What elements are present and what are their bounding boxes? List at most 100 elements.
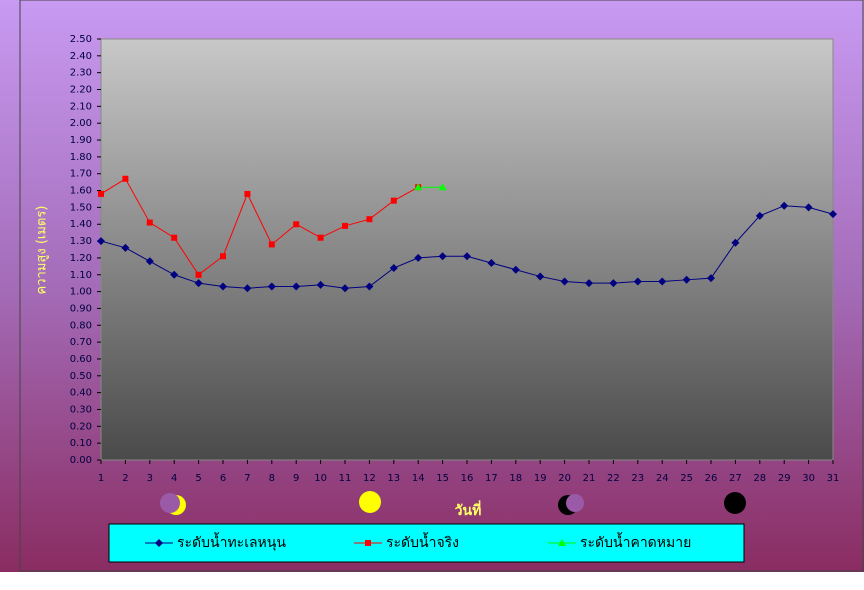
x-tick-label: 15 (436, 473, 449, 484)
chart-border (19, 0, 864, 572)
y-tick-label: 0.40 (70, 388, 92, 399)
marker (780, 201, 789, 210)
marker (219, 282, 227, 291)
x-tick-label: 5 (195, 473, 201, 484)
y-tick-label: 1.60 (70, 186, 92, 197)
legend-label: ระดับน้ำจริง (386, 532, 459, 551)
x-tick-label: 9 (293, 473, 299, 484)
x-tick-label: 17 (485, 473, 498, 484)
marker (97, 237, 105, 246)
marker (121, 243, 130, 252)
x-tick-label: 21 (583, 473, 596, 484)
marker (195, 271, 202, 278)
marker (560, 277, 569, 286)
marker (755, 211, 764, 220)
marker (145, 257, 154, 266)
y-tick-label: 0.10 (70, 438, 92, 449)
marker (366, 216, 373, 223)
y-tick-label: 1.00 (70, 287, 92, 298)
y-tick-label: 2.30 (70, 68, 92, 79)
y-tick-label: 2.20 (70, 85, 92, 96)
marker (342, 222, 348, 229)
marker (707, 274, 715, 283)
marker (658, 277, 667, 286)
y-tick-label: 0.50 (70, 371, 92, 382)
x-tick-label: 4 (171, 473, 177, 484)
marker (389, 264, 398, 273)
marker (243, 284, 252, 293)
legend (108, 523, 745, 563)
x-tick-label: 3 (147, 473, 153, 484)
y-tick-label: 1.70 (70, 169, 92, 180)
x-tick-label: 18 (509, 473, 522, 484)
x-tick-label: 24 (656, 473, 669, 484)
y-tick-label: 2.00 (70, 118, 92, 129)
x-tick-label: 26 (705, 473, 718, 484)
marker (171, 234, 178, 241)
marker (438, 252, 447, 261)
x-tick-label: 8 (269, 473, 275, 484)
x-tick-label: 1 (98, 473, 104, 484)
marker (682, 275, 691, 284)
plot-area (100, 38, 834, 461)
x-tick-label: 20 (558, 473, 571, 484)
marker (511, 265, 520, 274)
marker (731, 238, 740, 247)
x-tick-label: 7 (244, 473, 250, 484)
marker (487, 258, 496, 267)
x-tick-label: 25 (680, 473, 693, 484)
marker (536, 272, 545, 281)
y-tick-label: 0.00 (70, 455, 92, 466)
marker (558, 539, 566, 546)
marker (194, 279, 203, 288)
x-tick-label: 23 (631, 473, 644, 484)
legend-label: ระดับน้ำทะเลหนุน (177, 532, 286, 551)
x-tick-label: 12 (363, 473, 376, 484)
marker (292, 282, 301, 291)
x-axis-label: วันที่ (455, 500, 482, 519)
marker (316, 280, 325, 289)
marker (317, 234, 324, 241)
y-tick-label: 0.20 (70, 421, 92, 432)
y-tick-label: 0.30 (70, 404, 92, 415)
marker (267, 282, 276, 291)
marker (414, 183, 423, 191)
x-tick-label: 11 (339, 473, 352, 484)
marker (585, 279, 593, 288)
x-tick-label: 27 (729, 473, 742, 484)
y-tick-label: 0.80 (70, 320, 92, 331)
y-tick-label: 1.90 (70, 135, 92, 146)
y-tick-label: 0.90 (70, 303, 92, 314)
x-tick-label: 10 (314, 473, 327, 484)
y-tick-label: 1.30 (70, 236, 92, 247)
y-tick-label: 0.60 (70, 354, 92, 365)
marker (829, 210, 837, 219)
x-tick-label: 29 (778, 473, 791, 484)
marker (268, 241, 275, 248)
marker (170, 270, 179, 279)
marker (220, 253, 226, 260)
x-tick-label: 14 (412, 473, 425, 484)
x-tick-label: 6 (220, 473, 226, 484)
marker (804, 203, 813, 212)
x-tick-label: 30 (802, 473, 815, 484)
marker (293, 221, 300, 228)
y-tick-label: 1.40 (70, 219, 92, 230)
x-tick-label: 19 (534, 473, 547, 484)
y-tick-label: 0.70 (70, 337, 92, 348)
marker (98, 190, 104, 197)
y-tick-label: 1.20 (70, 253, 92, 264)
y-tick-label: 1.80 (70, 152, 92, 163)
legend-label: ระดับน้ำคาดหมาย (580, 532, 691, 551)
marker (633, 277, 642, 286)
marker (390, 197, 397, 204)
moon-icons (160, 491, 746, 515)
x-tick-label: 31 (827, 473, 840, 484)
y-tick-label: 2.10 (70, 101, 92, 112)
x-tick-label: 2 (122, 473, 128, 484)
x-tick-label: 16 (461, 473, 474, 484)
x-tick-label: 28 (753, 473, 766, 484)
marker (365, 282, 374, 291)
y-tick-label: 1.50 (70, 202, 92, 213)
